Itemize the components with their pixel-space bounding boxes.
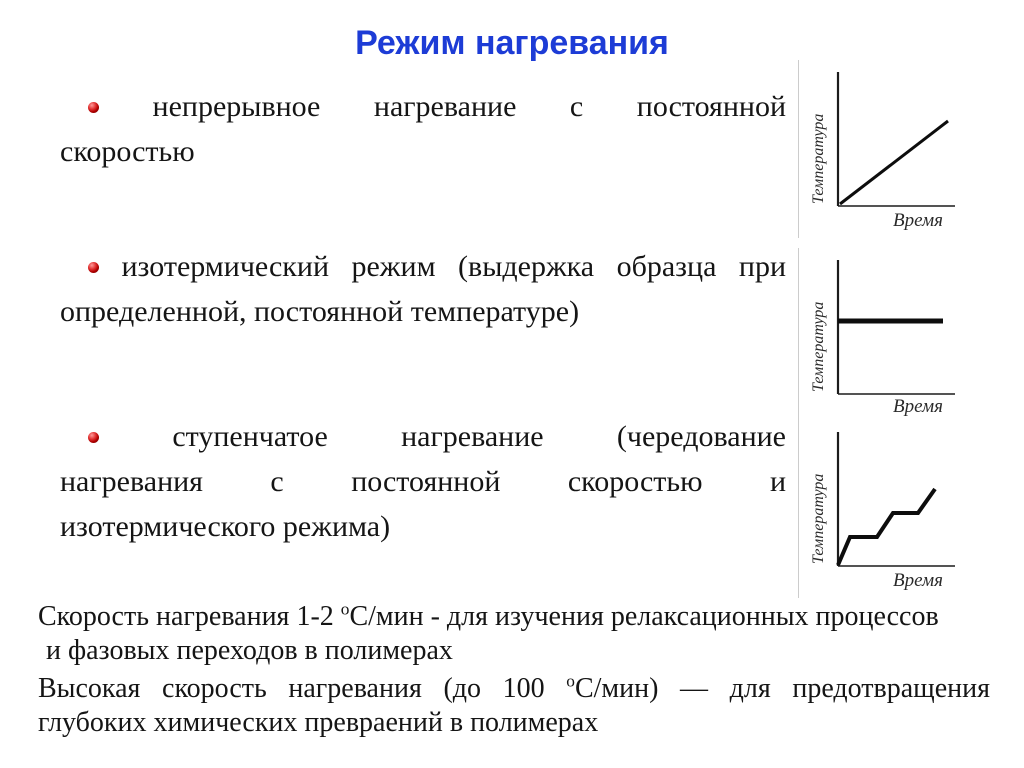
graph-stepwise-heating: Температура Время document.currentScript… <box>798 420 1024 598</box>
bullet-text: ступенчатое нагревание (чередование <box>172 420 786 453</box>
bullet-text: непрерывное нагревание с постоянной <box>152 90 787 123</box>
degree-superscript: о <box>340 599 350 619</box>
graph-isothermal: Температура Время document.currentScript… <box>798 248 1024 426</box>
x-axis-label: Время <box>893 210 943 231</box>
graph-isothermal-svg: Температура Время <box>810 260 955 417</box>
note-high-heating-rate: Высокая скорость нагревания (до 100 оС/м… <box>38 672 990 740</box>
x-axis-label: Время <box>893 396 943 417</box>
bullet-text: изотермический режим (выдержка образца п… <box>121 250 787 283</box>
red-sphere-bullet-icon <box>88 101 99 113</box>
note-text: Скорость нагревания 1-2 <box>38 601 341 632</box>
red-sphere-bullet-icon <box>88 261 99 273</box>
bullet-line: непрерывное нагревание с постоянной <box>60 84 786 129</box>
note-line: глубоких химических превраений в полимер… <box>38 707 599 738</box>
x-axis-label: Время <box>893 570 943 591</box>
note-text: Высокая скорость нагревания (до 100 <box>38 673 567 704</box>
bullet-item-stepwise: ступенчатое нагревание (чередование нагр… <box>60 414 786 549</box>
note-line: Скорость нагревания 1-2 оС/мин - для изу… <box>38 599 939 632</box>
bullet-line: определенной, постоянной температуре) <box>60 295 580 328</box>
y-axis-label: Температура <box>810 302 827 392</box>
note-line: Высокая скорость нагревания (до 100 оС/м… <box>38 672 990 706</box>
temperature-ramp-line <box>839 119 949 206</box>
y-axis-label: Температура <box>810 474 827 564</box>
red-sphere-bullet-icon <box>88 431 99 443</box>
note-slow-heating-rate: Скорость нагревания 1-2 оС/мин - для изу… <box>38 600 990 668</box>
note-text: С/мин) — для предотвращения <box>574 673 990 704</box>
graph-continuous-heating: Температура Время document.currentScript… <box>798 60 1024 238</box>
y-axis-label: Температура <box>810 114 827 204</box>
bullet-line: скоростью <box>60 135 195 168</box>
bullet-line: нагревания с постоянной скоростью и <box>60 465 786 498</box>
page-title: Режим нагревания <box>355 24 669 62</box>
note-text: С/мин - для изучения релаксационных проц… <box>349 601 939 632</box>
graph-stepwise-heating-svg: Температура Время <box>810 432 955 591</box>
bullet-item-continuous: непрерывное нагревание с постоянной скор… <box>60 84 786 174</box>
bullet-line: изотермический режим (выдержка образца п… <box>60 244 786 289</box>
degree-superscript: о <box>566 671 575 691</box>
bullet-line: ступенчатое нагревание (чередование <box>60 414 786 459</box>
graph-continuous-heating-svg: Температура Время <box>810 72 955 231</box>
bullet-item-isothermal: изотермический режим (выдержка образца п… <box>60 244 786 334</box>
staircase-temperature-line <box>836 487 937 566</box>
note-line: и фазовых переходов в полимерах <box>46 635 453 666</box>
bullet-line: изотермического режима) <box>60 510 391 543</box>
